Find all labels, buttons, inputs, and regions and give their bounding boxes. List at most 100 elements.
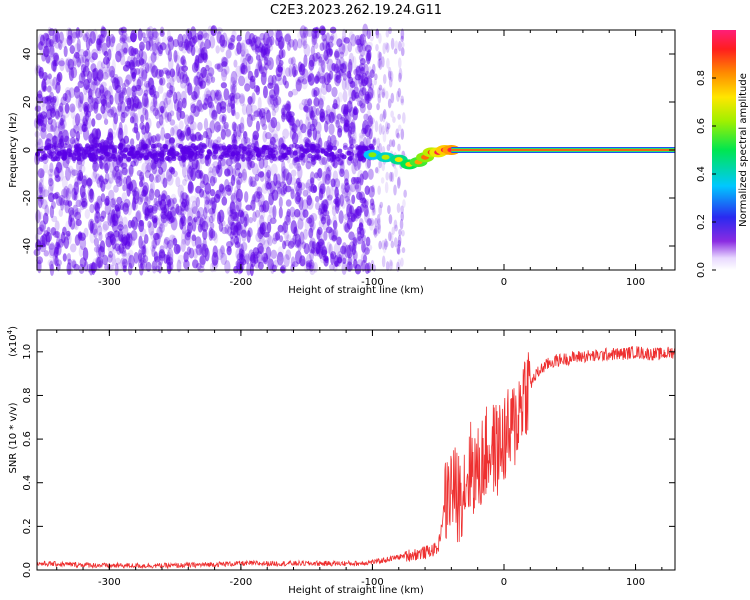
noise-dot [315, 107, 320, 116]
noise-dot [68, 67, 75, 82]
noise-dot [351, 194, 356, 205]
noise-dot [332, 228, 339, 240]
noise-dot [221, 196, 228, 206]
noise-dot [69, 103, 76, 113]
noise-dot [306, 191, 312, 200]
noise-dot [308, 54, 315, 67]
noise-dot [248, 216, 254, 224]
noise-dot [303, 243, 310, 255]
noise-dot [356, 192, 363, 201]
noise-dot [81, 175, 88, 189]
noise-dot [140, 253, 145, 266]
noise-dot [81, 200, 88, 208]
noise-dot [122, 224, 129, 237]
noise-dot [38, 211, 43, 220]
noise-dot [318, 188, 324, 201]
noise-dot [290, 264, 295, 272]
noise-dot [109, 94, 114, 105]
noise-dot [221, 68, 228, 82]
noise-dot [214, 89, 220, 97]
noise-dot [220, 68, 228, 78]
noise-dot [231, 121, 237, 132]
noise-dot [107, 108, 115, 118]
noise-dot [118, 90, 124, 104]
noise-dot [321, 199, 329, 212]
noise-dot [301, 78, 308, 90]
noise-dot [141, 97, 148, 112]
noise-dot [303, 105, 309, 112]
noise-dot [317, 87, 322, 99]
noise-dot [210, 76, 216, 84]
noise-dot [276, 251, 284, 261]
noise-dot [301, 78, 308, 85]
noise-dot [308, 262, 316, 276]
noise-dot [313, 97, 320, 107]
noise-dot [230, 212, 238, 220]
noise-dot [359, 98, 366, 109]
noise-dot [271, 74, 277, 86]
noise-dot [378, 123, 383, 136]
noise-dot [288, 90, 293, 98]
noise-dot [335, 119, 340, 129]
noise-dot [70, 29, 76, 44]
noise-dot [119, 37, 126, 44]
noise-dot [215, 91, 221, 100]
noise-dot [251, 104, 258, 114]
noise-dot [86, 177, 92, 189]
noise-dot [54, 191, 60, 199]
noise-dot [111, 169, 119, 181]
noise-dot [233, 59, 238, 68]
noise-dot [234, 98, 239, 105]
noise-dot [317, 167, 323, 179]
noise-dot [49, 124, 55, 133]
noise-dot [165, 70, 171, 79]
x-tick-label: 0 [501, 577, 507, 588]
noise-dot [182, 59, 187, 68]
noise-dot [210, 25, 218, 37]
noise-dot [319, 108, 325, 119]
noise-dot [238, 143, 244, 149]
noise-dot [385, 171, 390, 181]
noise-dot [198, 169, 204, 179]
noise-dot [43, 250, 49, 257]
noise-dot [122, 87, 127, 96]
noise-dot [40, 127, 47, 140]
noise-dot [114, 91, 121, 105]
noise-dot [53, 125, 60, 139]
noise-dot [111, 209, 116, 223]
noise-dot [115, 175, 123, 188]
noise-dot [131, 112, 137, 124]
noise-dot [77, 95, 84, 108]
noise-dot [166, 70, 171, 83]
noise-dot [55, 259, 62, 267]
noise-dot [34, 105, 42, 112]
noise-dot [150, 244, 156, 252]
noise-dot [199, 80, 207, 89]
x-tick-label: -300 [98, 577, 121, 588]
noise-dot [220, 252, 228, 266]
noise-dot [320, 27, 326, 35]
noise-dot [133, 251, 139, 264]
noise-dot [135, 59, 141, 67]
noise-dot [251, 92, 256, 105]
noise-dot [297, 38, 303, 49]
noise-dot [59, 233, 67, 246]
noise-dot [158, 223, 164, 238]
noise-dot [96, 225, 103, 236]
noise-dot [245, 155, 251, 161]
noise-dot [42, 212, 49, 225]
noise-dot [158, 249, 166, 259]
noise-dot [144, 213, 149, 221]
noise-dot [37, 138, 44, 151]
noise-dot [141, 162, 148, 175]
noise-dot [83, 50, 89, 57]
noise-dot [396, 176, 401, 189]
noise-dot [104, 69, 112, 78]
noise-dot [140, 246, 146, 255]
noise-dot [181, 192, 188, 201]
noise-dot [94, 202, 101, 214]
noise-dot [298, 102, 305, 111]
noise-dot [46, 122, 54, 133]
noise-dot [185, 222, 191, 237]
noise-dot [178, 97, 183, 111]
